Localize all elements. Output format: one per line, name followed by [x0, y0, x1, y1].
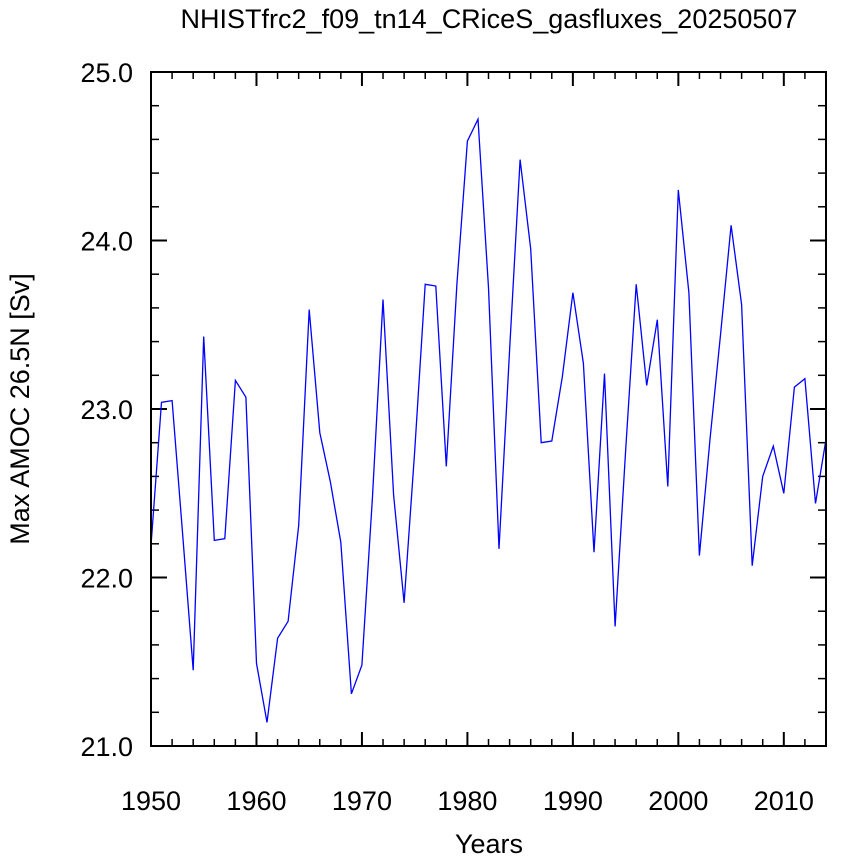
x-tick-label: 1970	[332, 786, 392, 816]
y-tick-labels: 21.0 22.0 23.0 24.0 25.0	[80, 58, 133, 762]
major-ticks	[150, 71, 826, 747]
series-line-amoc	[150, 116, 827, 723]
x-tick-labels: 1950 1960 1970 1980 1990 2000 2010	[121, 786, 814, 816]
x-tick-label: 1980	[437, 786, 497, 816]
x-tick-label: 2010	[754, 786, 814, 816]
plot-frame	[150, 71, 827, 747]
y-tick-label: 21.0	[80, 732, 133, 762]
chart-title: NHISTfrc2_f09_tn14_CRiceS_gasfluxes_2025…	[181, 4, 798, 34]
minor-ticks	[151, 72, 827, 746]
x-axis-label: Years	[455, 829, 523, 859]
y-tick-label: 23.0	[80, 395, 133, 425]
y-tick-label: 25.0	[80, 58, 133, 88]
x-tick-label: 1960	[226, 786, 286, 816]
x-tick-label: 1950	[121, 786, 181, 816]
y-tick-label: 22.0	[80, 564, 133, 594]
x-tick-label: 1990	[543, 786, 603, 816]
y-tick-label: 24.0	[80, 227, 133, 257]
x-tick-label: 2000	[648, 786, 708, 816]
y-axis-label: Max AMOC 26.5N [Sv]	[5, 273, 35, 545]
